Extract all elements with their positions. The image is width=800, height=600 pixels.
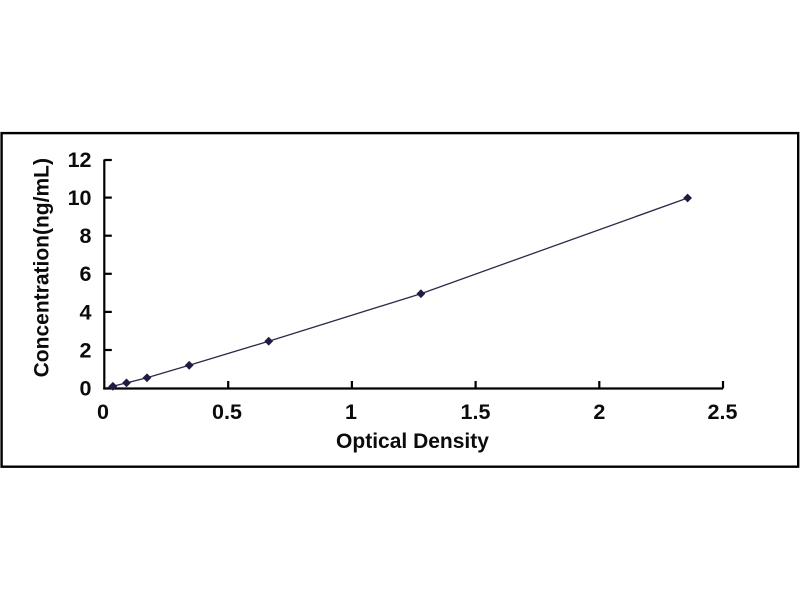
svg-text:0.5: 0.5 <box>212 400 242 424</box>
svg-text:1.5: 1.5 <box>461 400 491 424</box>
svg-text:2.5: 2.5 <box>708 400 738 424</box>
svg-text:6: 6 <box>80 262 92 286</box>
svg-text:Optical Density: Optical Density <box>336 430 489 453</box>
svg-text:1: 1 <box>345 400 357 424</box>
svg-text:0: 0 <box>80 377 92 401</box>
svg-text:2: 2 <box>593 400 605 424</box>
svg-text:0: 0 <box>97 400 109 424</box>
svg-text:10: 10 <box>68 186 92 210</box>
svg-text:4: 4 <box>80 300 92 324</box>
svg-text:2: 2 <box>80 338 92 362</box>
svg-text:8: 8 <box>80 224 92 248</box>
svg-text:Concentration(ng/mL): Concentration(ng/mL) <box>31 158 54 377</box>
svg-text:12: 12 <box>68 148 92 172</box>
